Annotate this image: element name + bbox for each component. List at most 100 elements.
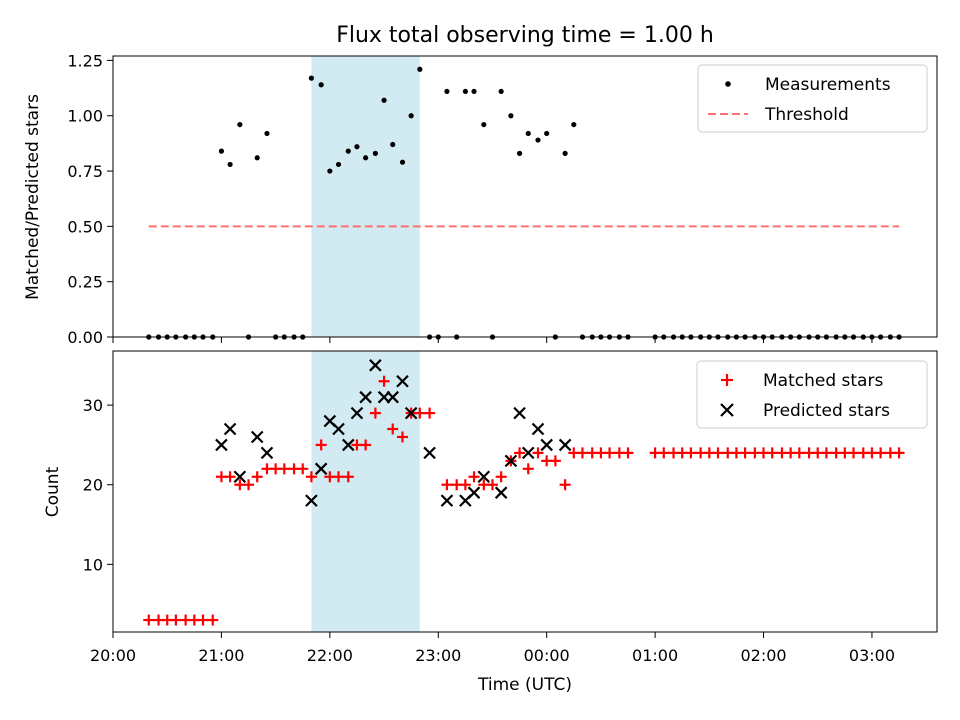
measurement-point [471,88,477,95]
y-axis-label-top: Matched/Predicted stars [23,94,43,300]
matched-star-point [848,447,860,459]
measurement-point [237,121,243,128]
matched-star-point [486,479,498,491]
measurement-point [571,121,577,128]
y-axis-ticks-top: 0.00 0.25 0.50 0.75 1.00 1.25 [67,51,113,347]
plot-frame-bottom [112,350,938,633]
matched-star-point [342,471,354,483]
measurement-point [327,168,333,174]
predicted-star-point [558,438,572,452]
x-axis-ticks-bottom: 20:00 21:00 22:00 23:00 00:00 01:00 02:00 03:00 [90,632,895,665]
matched-star-point [424,407,436,419]
matched-star-point [251,471,263,483]
legend-measurements-marker [725,81,731,87]
predicted-star-point [250,430,264,444]
x-tick-label: 03:00 [849,646,895,665]
flux-ratio-subplot: 0.00 0.25 0.50 0.75 1.00 1.25 Flux total obse… [23,23,938,347]
measurement-point [218,148,225,154]
predicted-star-point [314,462,328,476]
matched-star-point [207,614,219,626]
legend-bottom-box [696,360,928,429]
matched-star-point [414,407,426,419]
legend-matched-marker [721,374,733,386]
matched-star-point [170,614,182,626]
matched-star-point [396,431,408,443]
legend-top: Measurements Threshold [697,64,928,133]
chart-title: Flux total observing time = 1.00 h [336,23,714,48]
predicted-star-point [386,390,400,404]
matched-star-point [766,447,778,459]
predicted-star-point [223,422,237,436]
measurement-point [417,66,423,72]
predicted-star-point [359,390,372,404]
matched-star-point [514,447,526,459]
measurement-point [264,130,270,137]
measurement-point [335,161,342,168]
legend-measurements-label: Measurements [765,75,891,95]
matched-star-point [622,447,634,459]
measurement-point [363,155,369,161]
matched-star-point [333,471,345,483]
matched-star-point [459,479,471,491]
predicted-star-point [423,446,436,460]
matched-star-point [604,447,616,459]
predicted-star-point [215,438,228,452]
measurement-point [254,155,260,161]
predicted-star-point [233,470,247,484]
y-axis-ticks-bottom: 10 20 30 [83,396,113,574]
matched-star-point [893,447,905,459]
matched-star-point [522,463,534,475]
measurement-point [381,97,387,103]
matched-star-point [278,463,290,475]
plot-frame-top [112,55,938,338]
measurement-point [544,130,550,137]
matched-star-point [658,447,670,459]
measurement-point [345,148,351,154]
predicted-star-point [504,454,518,468]
matched-star-point [305,471,317,483]
matched-star-point [576,447,588,459]
predicted-star-point [494,486,508,499]
legend-predicted-label: Predicted stars [763,401,890,421]
predicted-star-point [477,470,491,484]
x-tick-label: 02:00 [740,646,786,665]
predicted-star-point [341,438,355,452]
matched-star-point [875,447,887,459]
measurement-point [462,88,468,95]
matched-star-point [820,447,832,459]
matched-star-point [369,407,381,419]
y-tick-label: 10 [83,555,103,574]
measurement-point [399,159,406,165]
matched-star-point [549,455,561,467]
matched-star-point [793,447,805,459]
predicted-star-point [540,438,553,452]
measurement-point [516,150,523,156]
measurement-point [481,121,487,128]
legend-matched-label: Matched stars [763,371,883,391]
y-tick-label: 0.00 [67,328,103,347]
x-axis-label: Time (UTC) [477,675,572,695]
x-tick-label: 00:00 [524,646,570,665]
matched-star-point [468,471,480,483]
shaded-observation-span [311,351,420,632]
legend-threshold-label: Threshold [764,105,849,125]
matched-star-point [532,447,544,459]
predicted-star-point [369,359,382,372]
x-tick-label: 22:00 [307,646,353,665]
predicted-star-point [531,422,545,436]
matched-star-point [360,439,372,451]
y-tick-label: 0.50 [67,217,103,236]
predicted-star-point [350,406,364,420]
x-tick-label: 23:00 [415,646,461,665]
matched-star-point [387,423,399,435]
y-tick-label: 1.25 [67,51,103,70]
measurement-point [390,141,396,148]
predicted-star-point [440,494,454,507]
matched-star-point [315,439,327,451]
matched-star-point [559,479,571,491]
measurement-point [372,150,378,156]
y-axis-label-bottom: Count [43,466,63,517]
matched-star-point [224,471,236,483]
matched-star-point [143,614,155,626]
